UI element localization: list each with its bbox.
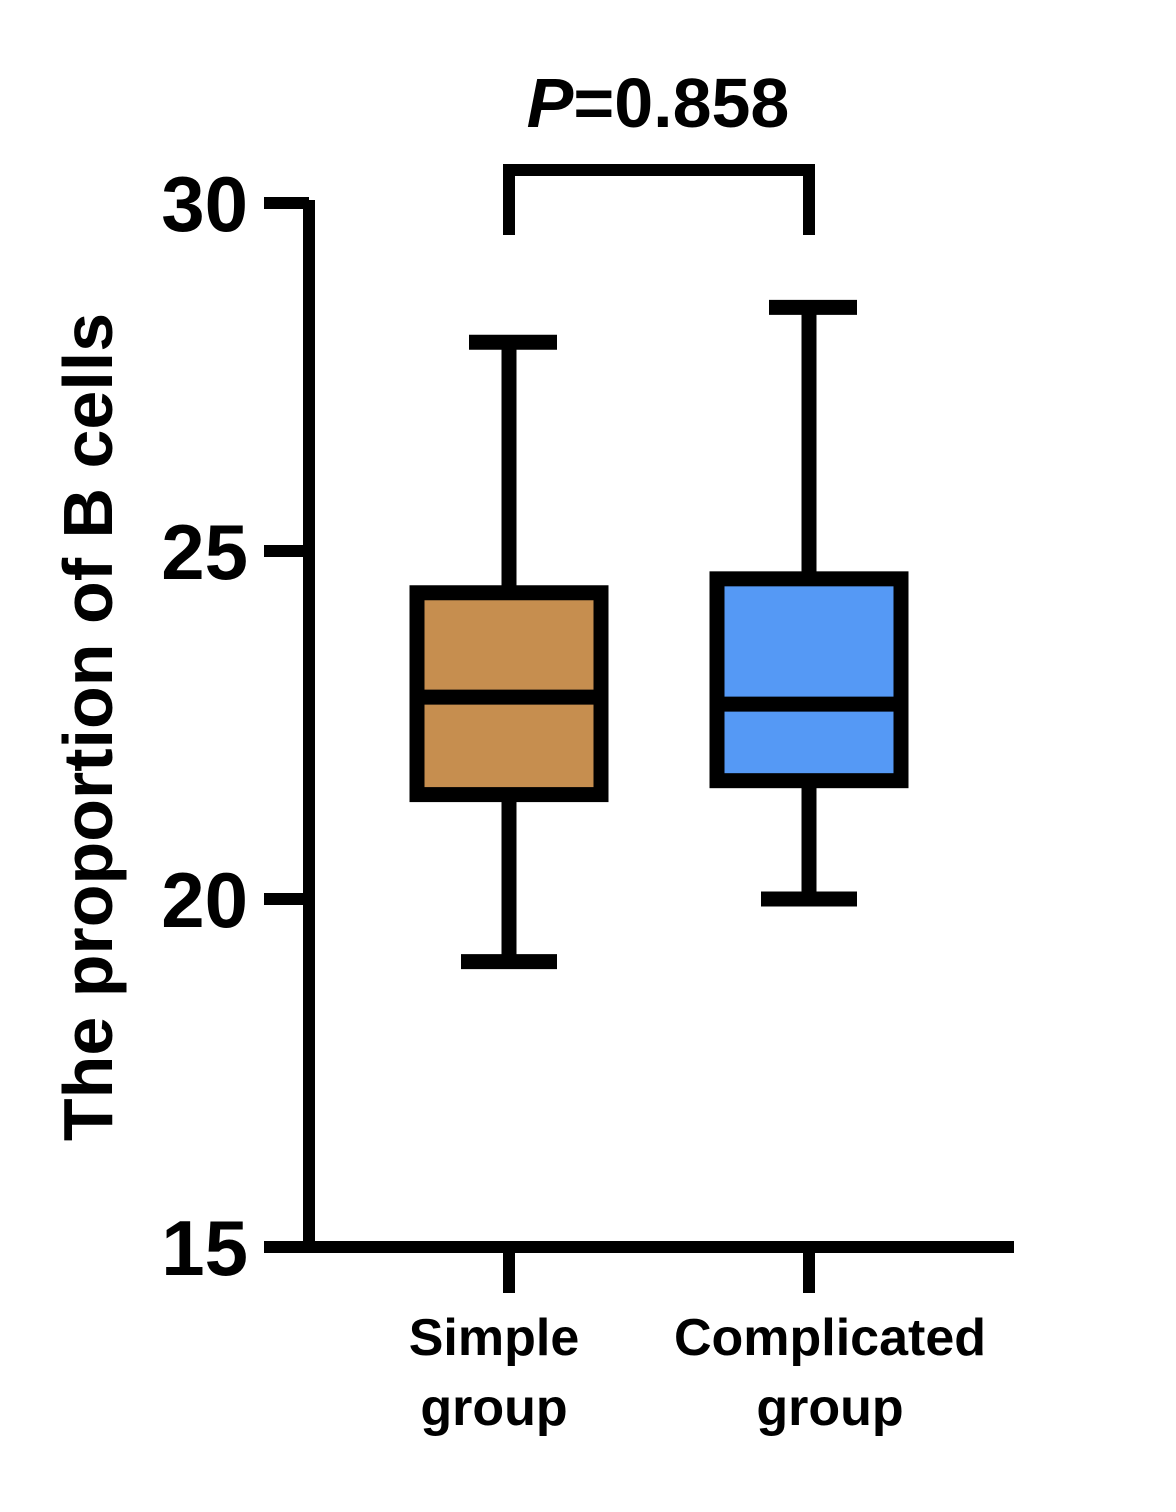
y-tick-label: 25 (161, 508, 248, 596)
y-tick-label: 30 (161, 160, 248, 248)
y-tick-label: 20 (161, 856, 248, 944)
x-tick-label: Complicated group (674, 1309, 986, 1437)
y-tick-label: 15 (161, 1204, 248, 1292)
box-group (709, 299, 909, 907)
box-series (409, 299, 909, 970)
x-axis-ticks: Simple group Complicated group (409, 1247, 986, 1437)
x-tick-label: Simple group (409, 1309, 580, 1437)
x-tick-label-line: group (420, 1379, 567, 1437)
x-tick-label-line: group (756, 1379, 903, 1437)
p-value: =0.858 (573, 64, 789, 142)
x-tick-label-line: Complicated (674, 1309, 986, 1367)
significance-bracket (503, 164, 815, 235)
significance-label: P=0.858 (527, 64, 790, 142)
box-group (409, 334, 609, 970)
y-axis-ticks: 15 20 25 30 (161, 160, 309, 1292)
p-italic: P (527, 64, 574, 142)
y-axis-label: The proportion of B cells (49, 313, 127, 1141)
x-tick-label-line: Simple (409, 1309, 580, 1367)
iqr-box (709, 571, 909, 789)
